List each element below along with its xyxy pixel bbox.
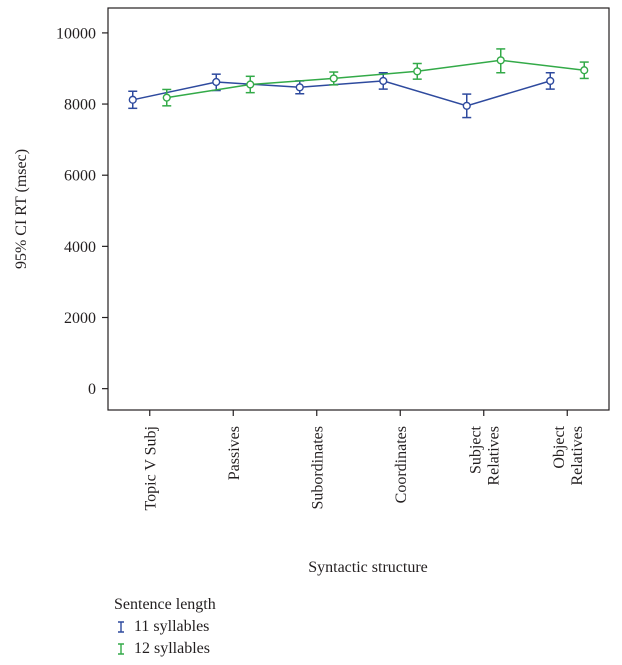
x-axis: Topic V Subj Passives Subordinates Coordina… — [142, 410, 586, 511]
x-tick-label: Object Relatives — [551, 425, 586, 485]
y-tick-label: 8000 — [64, 97, 96, 114]
data-point — [462, 101, 471, 110]
legend-item-11-syllables: 11 syllables — [114, 616, 216, 638]
legend-label: 11 syllables — [134, 618, 210, 635]
x-tick-label-line: Passives — [226, 426, 243, 480]
x-tick-label-line: Object — [551, 425, 568, 468]
x-tick-label: Topic V Subj — [142, 426, 159, 511]
series-line — [132, 80, 551, 107]
plot-frame — [107, 7, 610, 411]
x-tick-label-line: Topic V Subj — [142, 426, 159, 511]
x-tick-label: Passives — [226, 426, 243, 480]
data-point — [295, 83, 304, 92]
data-point — [580, 66, 589, 75]
x-tick-label-line: Relatives — [569, 426, 586, 486]
y-axis: 0 2000 4000 6000 8000 10000 — [56, 25, 108, 398]
data-point — [379, 76, 388, 86]
data-point — [413, 67, 422, 76]
data-point — [128, 95, 137, 104]
x-tick-label: Subject Relatives — [467, 425, 502, 485]
data-point — [246, 80, 255, 89]
y-tick-label: 2000 — [64, 310, 96, 327]
legend: Sentence length 11 syllables 12 syllable… — [114, 594, 216, 660]
series-layer — [128, 48, 589, 119]
x-tick-label-line: Coordinates — [393, 426, 410, 503]
series-line — [166, 59, 585, 99]
x-tick-label: Subordinates — [309, 426, 326, 510]
x-axis-label: Syntactic structure — [308, 559, 428, 576]
data-point — [496, 56, 505, 65]
y-axis-label: 95% CI RT (msec) — [13, 149, 30, 269]
y-tick-label: 10000 — [56, 25, 96, 42]
x-tick-label-line: Relatives — [485, 426, 502, 486]
data-point — [546, 76, 555, 86]
legend-title: Sentence length — [114, 596, 216, 613]
errorbar-icon — [118, 643, 124, 655]
legend-label: 12 syllables — [134, 640, 210, 657]
data-point — [329, 74, 338, 83]
y-tick-label: 0 — [88, 381, 96, 398]
data-point — [212, 77, 221, 87]
y-tick-label: 6000 — [64, 168, 96, 185]
y-tick-label: 4000 — [64, 239, 96, 256]
x-tick-label-line: Subordinates — [309, 426, 326, 510]
data-point — [162, 93, 171, 102]
x-tick-label-line: Subject — [467, 425, 484, 474]
x-tick-label: Coordinates — [393, 426, 410, 503]
legend-item-12-syllables: 12 syllables — [114, 638, 216, 660]
errorbar-icon — [118, 621, 124, 633]
